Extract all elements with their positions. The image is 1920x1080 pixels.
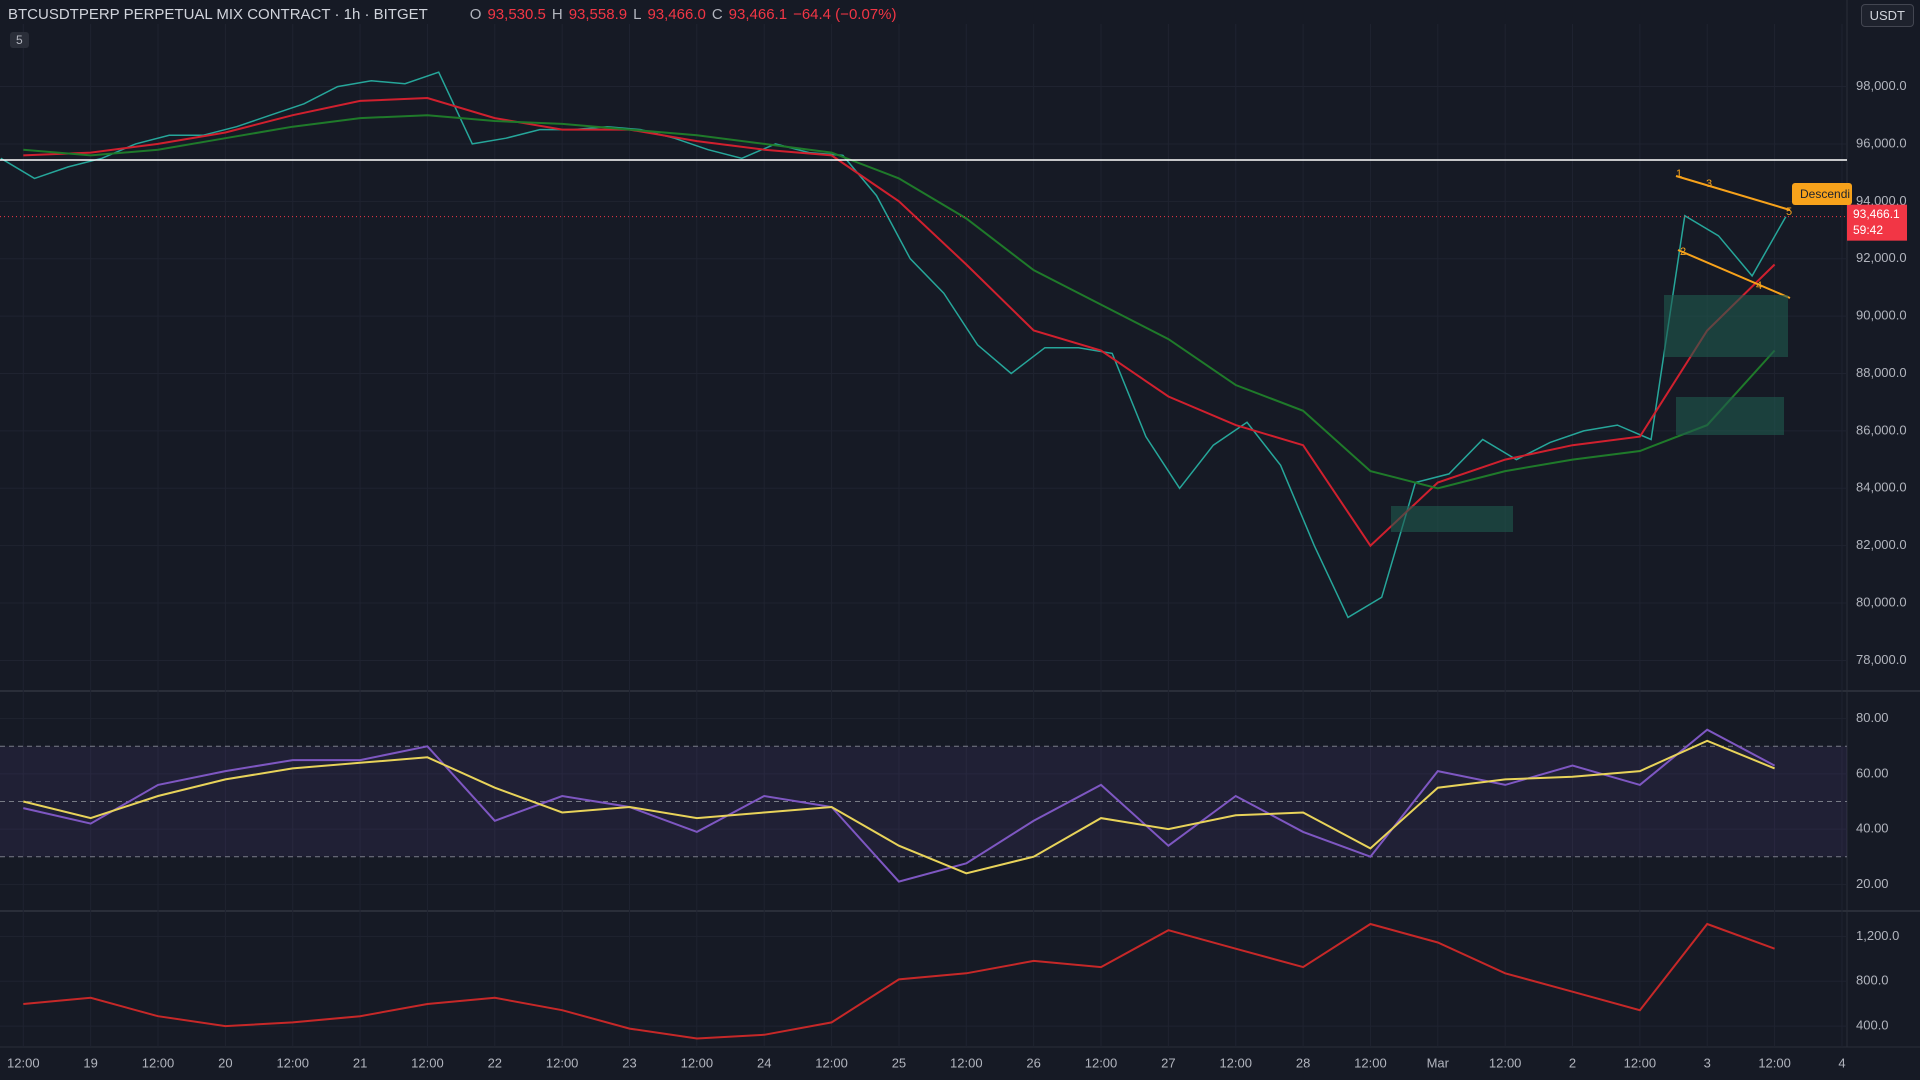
- x-tick-label: 12:00: [7, 1055, 40, 1070]
- y-tick-label: 40.00: [1856, 821, 1889, 836]
- x-tick-label: 12:00: [276, 1055, 309, 1070]
- series-line: [23, 96, 1776, 548]
- ohlc-value: 93,466.0: [647, 6, 706, 23]
- y-tick-label: 86,000.0: [1856, 422, 1907, 437]
- price-tag-label: 93,466.1: [1853, 207, 1900, 221]
- y-tick-label: 92,000.0: [1856, 250, 1907, 265]
- collapse-button[interactable]: 5: [10, 32, 29, 48]
- x-tick-label: 20: [218, 1055, 232, 1070]
- zone: [1391, 506, 1513, 532]
- x-tick-label: 22: [488, 1055, 502, 1070]
- y-tick-label: 90,000.0: [1856, 308, 1907, 323]
- y-tick-label: 88,000.0: [1856, 365, 1907, 380]
- drawing: Descendi 1 2 3 4 5: [1391, 168, 1852, 532]
- x-tick-label: 12:00: [1219, 1055, 1252, 1070]
- y-tick-label: 84,000.0: [1856, 480, 1907, 495]
- x-tick-label: 12:00: [1489, 1055, 1522, 1070]
- channel-line: [1677, 249, 1791, 299]
- y-tick-label: 94,000.0: [1856, 193, 1907, 208]
- x-tick-label: 12:00: [1624, 1055, 1657, 1070]
- y-tick-label: 1,200.0: [1856, 928, 1899, 943]
- zone: [1664, 295, 1788, 357]
- pattern-point: 4: [1756, 280, 1762, 292]
- ohlc-value: 93,558.9: [568, 6, 628, 23]
- ohlc-value: 93,466.1: [728, 6, 788, 23]
- ohlc-label: H: [551, 6, 563, 23]
- x-tick-label: 12:00: [411, 1055, 444, 1070]
- pattern-point: 3: [1706, 178, 1712, 190]
- y-tick-label: 60.00: [1856, 765, 1889, 780]
- countdown: 59:42: [1853, 223, 1883, 237]
- y-tick-label: 80,000.0: [1856, 594, 1907, 609]
- symbol: BTCUSDTPERP PERPETUAL MIX CONTRACT · 1h …: [8, 6, 428, 23]
- x-tick-label: 12:00: [1758, 1055, 1791, 1070]
- x-tick-label: Mar: [1427, 1055, 1450, 1070]
- y-tick-label: 400.0: [1856, 1018, 1889, 1033]
- pattern-point: 1: [1676, 168, 1682, 180]
- price-tag: [1847, 204, 1907, 241]
- x-tick-label: 12:00: [815, 1055, 848, 1070]
- x-tick-label: 27: [1161, 1055, 1175, 1070]
- series-line: [23, 728, 1776, 883]
- y-tick-label: 96,000.0: [1856, 135, 1907, 150]
- series-line: [0, 71, 1787, 619]
- x-tick-label: 12:00: [1085, 1055, 1118, 1070]
- pattern-label: Descendi: [1800, 187, 1850, 201]
- series-line: [23, 114, 1776, 490]
- currency-select[interactable]: USDT: [1860, 4, 1914, 27]
- header: BTCUSDTPERP PERPETUAL MIX CONTRACT · 1h …: [8, 6, 896, 23]
- pattern-point: 2: [1680, 246, 1686, 258]
- y-tick-label: 80.00: [1856, 710, 1889, 725]
- x-tick-label: 2: [1569, 1055, 1576, 1070]
- x-tick-label: 12:00: [142, 1055, 175, 1070]
- x-tick-label: 21: [353, 1055, 367, 1070]
- series-line: [23, 739, 1775, 875]
- ohlc-label: L: [633, 6, 642, 23]
- ohlc-label: O: [469, 6, 482, 23]
- x-tick-label: 19: [83, 1055, 97, 1070]
- x-tick-label: 25: [892, 1055, 906, 1070]
- x-tick-label: 24: [757, 1055, 771, 1070]
- zone: [1676, 397, 1784, 435]
- series-line: [23, 922, 1775, 1040]
- x-tick-label: 12:00: [1354, 1055, 1387, 1070]
- x-tick-label: 23: [622, 1055, 636, 1070]
- ohlc-value: 93,530.5: [487, 6, 546, 23]
- x-tick-label: 28: [1296, 1055, 1310, 1070]
- y-tick-label: 78,000.0: [1856, 652, 1907, 667]
- change: −64.4 (−0.07%): [793, 6, 897, 23]
- x-tick-label: 12:00: [950, 1055, 983, 1070]
- pattern-badge: [1792, 183, 1852, 205]
- x-tick-label: 4: [1838, 1055, 1845, 1070]
- pattern-point: 5: [1786, 206, 1792, 218]
- x-tick-label: 26: [1026, 1055, 1040, 1070]
- x-tick-label: 12:00: [681, 1055, 714, 1070]
- ohlc-label: C: [711, 6, 723, 23]
- channel-line: [1675, 175, 1791, 211]
- y-tick-label: 82,000.0: [1856, 537, 1907, 552]
- y-tick-label: 98,000.0: [1856, 78, 1907, 93]
- y-tick-label: 20.00: [1856, 876, 1889, 891]
- x-tick-label: 12:00: [546, 1055, 579, 1070]
- x-tick-label: 3: [1704, 1055, 1711, 1070]
- y-tick-label: 800.0: [1856, 973, 1889, 988]
